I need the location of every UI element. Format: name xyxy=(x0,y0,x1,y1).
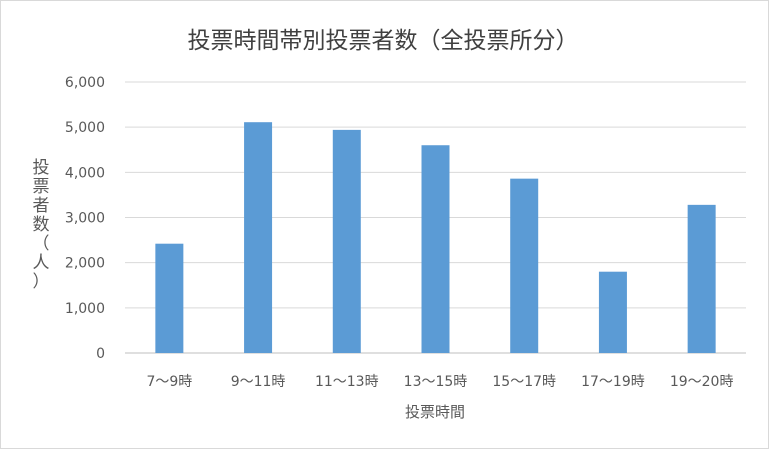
y-tick-label: 5,000 xyxy=(65,120,105,136)
x-tick-label: 13～15時 xyxy=(404,374,468,390)
bars xyxy=(155,122,716,353)
y-axis-label: 投票者数（人） xyxy=(33,158,50,292)
bar xyxy=(687,204,716,353)
bar xyxy=(332,129,361,353)
bar xyxy=(421,145,450,353)
y-label-char: 数 xyxy=(33,215,50,235)
y-tick-label: 6,000 xyxy=(65,75,105,91)
y-label-char: 者 xyxy=(33,196,50,216)
y-label-char: 人 xyxy=(33,253,50,273)
y-tick-label: 3,000 xyxy=(65,211,105,227)
y-tick-label: 2,000 xyxy=(65,256,105,272)
y-tick-label: 4,000 xyxy=(65,165,105,181)
chart-title: 投票時間帯別投票者数（全投票所分） xyxy=(188,28,579,54)
bar xyxy=(510,178,539,353)
y-axis-ticks: 0 1,000 2,000 3,000 4,000 5,000 6,000 xyxy=(65,75,105,362)
bar xyxy=(155,243,184,353)
x-axis-ticks: 7～9時 9～11時 11～13時 13～15時 15～17時 17～19時 19～20時 xyxy=(146,374,733,390)
x-tick-label: 17～19時 xyxy=(581,374,645,390)
x-tick-label: 7～9時 xyxy=(146,374,192,390)
y-label-char: 投 xyxy=(33,158,50,178)
x-axis-label: 投票時間 xyxy=(405,403,465,421)
y-label-char: ） xyxy=(33,272,50,292)
y-label-char: （ xyxy=(33,234,50,254)
x-tick-label: 9～11時 xyxy=(231,374,286,390)
y-label-char: 票 xyxy=(33,177,50,197)
y-tick-label: 1,000 xyxy=(65,301,105,317)
y-tick-label: 0 xyxy=(96,346,105,362)
bar xyxy=(598,271,627,353)
x-tick-label: 15～17時 xyxy=(492,374,556,390)
bar xyxy=(244,122,273,353)
x-tick-label: 11～13時 xyxy=(315,374,379,390)
x-tick-label: 19～20時 xyxy=(670,374,734,390)
